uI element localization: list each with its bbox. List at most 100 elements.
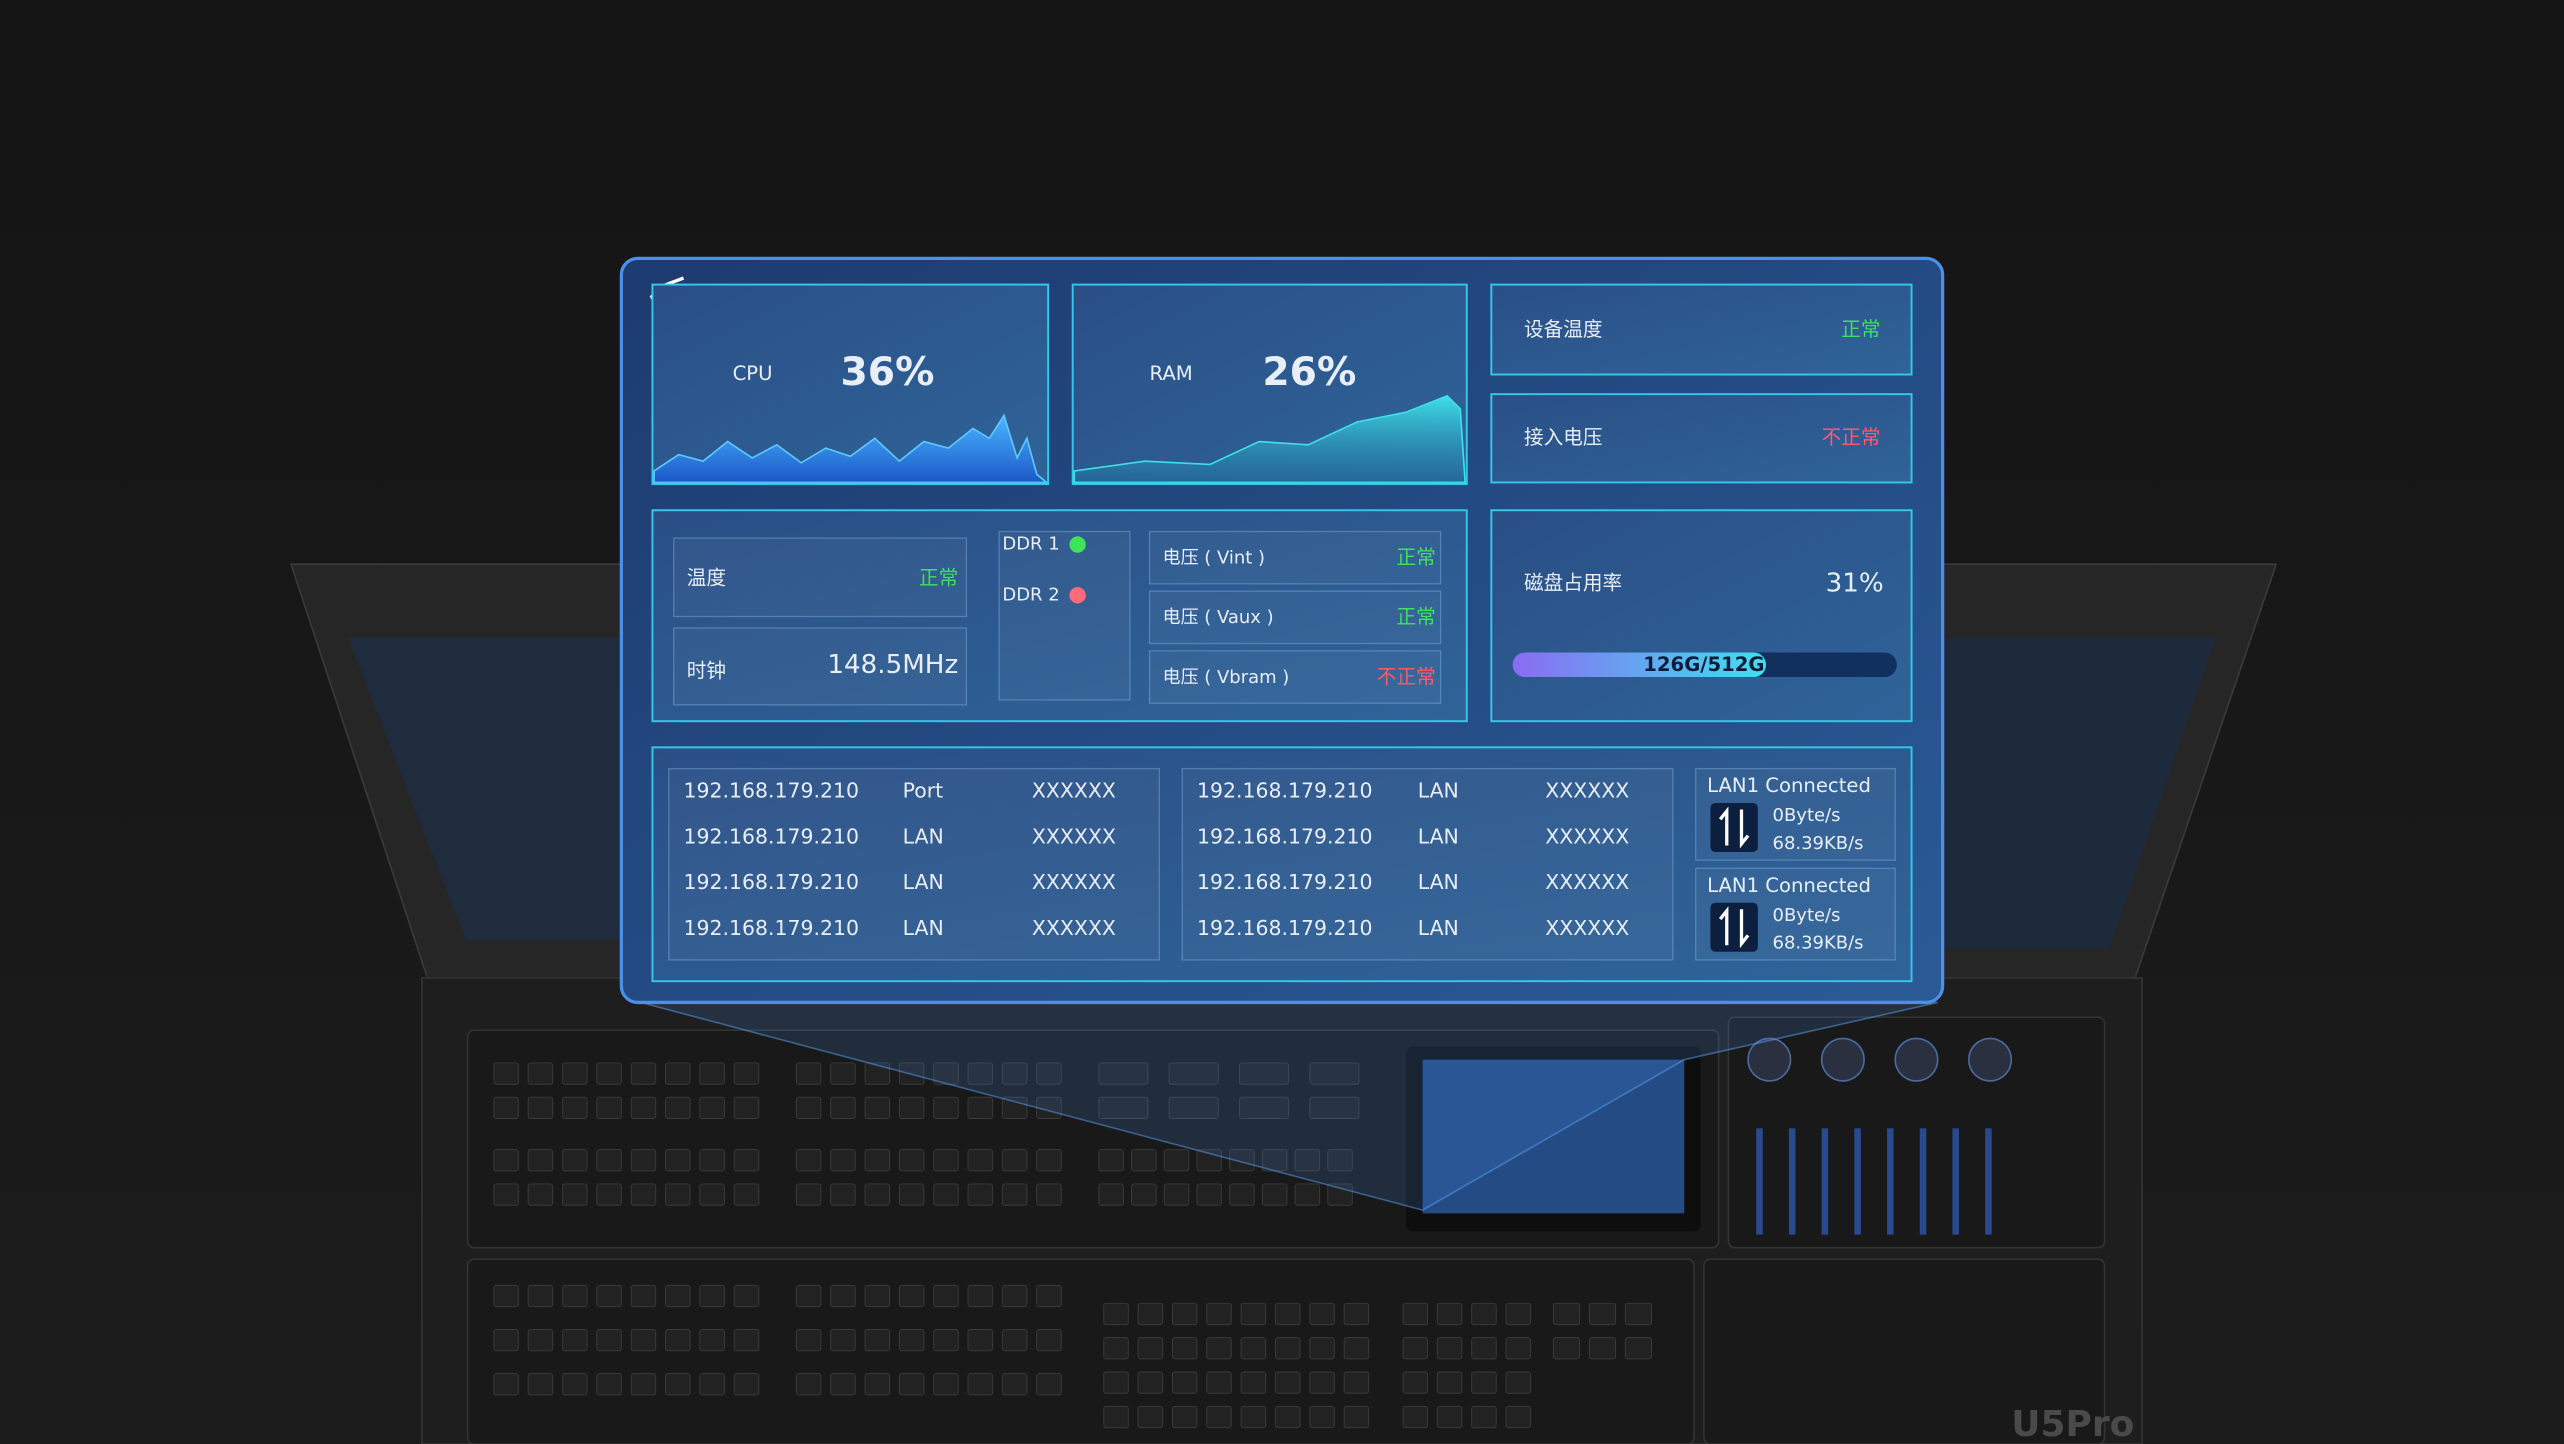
console-button [665, 1373, 691, 1396]
console-button [1402, 1371, 1429, 1394]
console-button [733, 1096, 760, 1120]
console-button [1131, 1149, 1157, 1172]
console-button [795, 1183, 822, 1206]
console-button [596, 1284, 622, 1308]
network-cell: LAN [1418, 778, 1459, 802]
console-button [596, 1183, 622, 1206]
connection-up: 0Byte/s [1773, 905, 1841, 926]
console-button [1098, 1096, 1149, 1120]
console-button [562, 1149, 588, 1172]
console-button [527, 1096, 554, 1120]
console-button [1471, 1302, 1497, 1326]
network-cell: 192.168.179.210 [684, 870, 860, 894]
console-button [830, 1096, 856, 1120]
console-button [830, 1284, 856, 1308]
console-button [898, 1328, 925, 1352]
network-cell: 192.168.179.210 [684, 916, 860, 940]
console-button [1309, 1371, 1335, 1394]
console-button [933, 1373, 959, 1396]
console-button [493, 1149, 519, 1172]
network-cell: 192.168.179.210 [684, 778, 860, 802]
console-button [1206, 1302, 1232, 1326]
console-button [1098, 1149, 1124, 1172]
status-label: 接入电压 [1524, 426, 1602, 449]
console-button [630, 1373, 657, 1396]
console-button [527, 1149, 554, 1172]
console-button [699, 1149, 725, 1172]
console-knob [1820, 1037, 1865, 1082]
console-button [933, 1149, 959, 1172]
network-cell: LAN [903, 824, 944, 848]
console-knob [1894, 1037, 1939, 1082]
status-state: 正常 [1841, 318, 1880, 341]
console-button [1343, 1371, 1370, 1394]
connection-up: 0Byte/s [1773, 805, 1841, 826]
console-button [699, 1096, 725, 1120]
console-button [830, 1149, 856, 1172]
console-button [733, 1328, 760, 1352]
console-button [1168, 1062, 1219, 1085]
console-button [1436, 1371, 1463, 1394]
ddr-box [998, 530, 1131, 701]
disk-value: 31% [1826, 568, 1884, 598]
console-button [596, 1328, 622, 1352]
ram-value: 26% [1262, 350, 1356, 395]
cpu-label: CPU [733, 362, 773, 385]
console-button [596, 1373, 622, 1396]
connection-icon [1710, 902, 1758, 952]
voltage-row [1148, 650, 1442, 704]
console-button [1471, 1405, 1497, 1429]
console-button [630, 1062, 657, 1085]
console-button [1137, 1405, 1164, 1429]
console-button [898, 1183, 925, 1206]
console-button [630, 1328, 657, 1352]
console-button [1274, 1371, 1301, 1394]
console-button [699, 1328, 725, 1352]
status-label: 设备温度 [1524, 318, 1602, 341]
console-button [967, 1096, 994, 1120]
console-button [830, 1373, 856, 1396]
console-button [1131, 1183, 1157, 1206]
console-button [1036, 1183, 1062, 1206]
console-button [596, 1149, 622, 1172]
ddr-label: DDR 2 [1002, 584, 1059, 605]
console-button [665, 1062, 691, 1085]
voltage-row [1148, 590, 1442, 645]
network-cell: 192.168.179.210 [1197, 916, 1373, 940]
console-button [967, 1328, 994, 1352]
network-cell: LAN [1418, 824, 1459, 848]
console-button [665, 1183, 691, 1206]
console-button [1240, 1405, 1267, 1429]
console-button [699, 1062, 725, 1085]
console-button [1163, 1149, 1190, 1172]
console-button [1624, 1337, 1653, 1360]
console-fader [1952, 1128, 1959, 1235]
console-button [1436, 1405, 1463, 1429]
console-button [1229, 1149, 1255, 1172]
cpu-graph [653, 413, 1049, 484]
console-button [527, 1373, 554, 1396]
console-button [1552, 1337, 1581, 1360]
status-state: 不正常 [1822, 426, 1881, 449]
console-button [733, 1149, 760, 1172]
console-button [1163, 1183, 1190, 1206]
network-cell: XXXXXX [1545, 824, 1629, 848]
console-button [1001, 1373, 1028, 1396]
console-button [1206, 1405, 1232, 1429]
console-button [864, 1149, 891, 1172]
console-button [493, 1062, 519, 1085]
console-fader [1821, 1128, 1829, 1235]
network-cell: XXXXXX [1545, 870, 1629, 894]
console-button [1103, 1337, 1129, 1360]
voltage-label: 电压 ( Vbram ) [1163, 667, 1290, 688]
console-button [967, 1284, 994, 1308]
console-button [898, 1284, 925, 1308]
console-button [795, 1096, 822, 1120]
console-button [1343, 1405, 1370, 1429]
console-button [596, 1062, 622, 1085]
ddr-label: DDR 1 [1002, 534, 1059, 555]
console-button [1137, 1302, 1164, 1326]
network-cell: 192.168.179.210 [1197, 870, 1373, 894]
console-knob [1967, 1037, 2013, 1082]
console-button [1588, 1302, 1617, 1326]
